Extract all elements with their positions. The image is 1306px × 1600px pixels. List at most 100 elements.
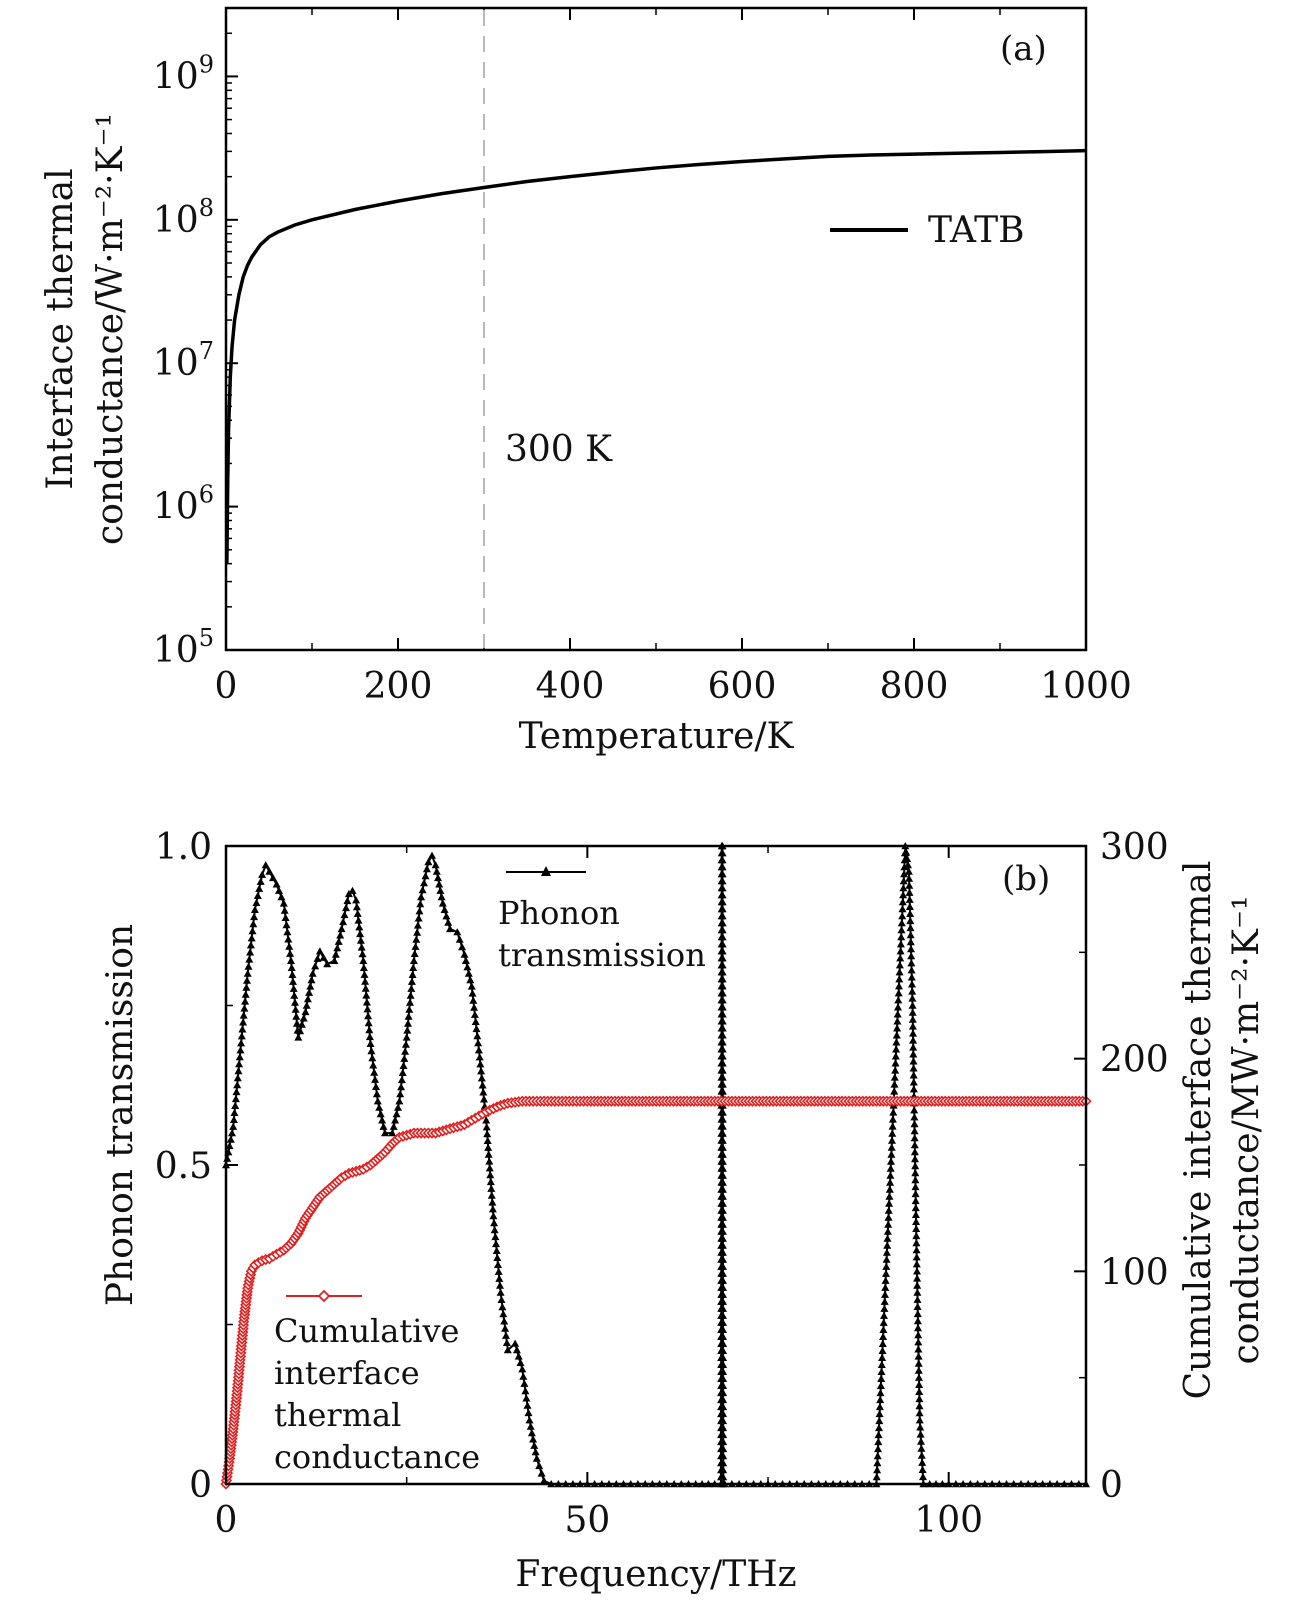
reference-line-label: 300 K xyxy=(505,429,613,470)
transmission-point xyxy=(486,1177,495,1186)
transmission-point xyxy=(718,863,727,871)
transmission-point xyxy=(519,1372,528,1380)
transmission-point xyxy=(881,1283,890,1291)
transmission-point xyxy=(532,1454,541,1462)
transmission-point xyxy=(910,1141,919,1149)
transmission-point xyxy=(398,1068,407,1076)
panel-a-label: (a) xyxy=(1000,29,1047,69)
transmission-point xyxy=(372,1082,380,1090)
transmission-point xyxy=(287,956,295,964)
transmission-point xyxy=(473,1032,482,1040)
transmission-point xyxy=(258,870,267,878)
transmission-point xyxy=(479,1088,488,1096)
transmission-point xyxy=(379,1122,388,1130)
transmission-point xyxy=(229,1115,238,1123)
transmission-point xyxy=(910,1106,919,1114)
transmission-point xyxy=(909,1064,918,1072)
transmission-point xyxy=(411,942,420,950)
transmission-point xyxy=(250,912,259,921)
transmission-point xyxy=(908,1008,917,1016)
transmission-point xyxy=(718,1171,727,1179)
transmission-point xyxy=(900,870,909,878)
panel-a-x-tick-labels: 0 200 400 600 800 1000 xyxy=(215,666,1132,707)
transmission-point xyxy=(435,880,444,888)
legend-cumulative-marker xyxy=(317,1289,331,1303)
transmission-point xyxy=(916,1430,925,1438)
transmission-point xyxy=(718,891,727,899)
transmission-point xyxy=(911,1182,920,1191)
transmission-point xyxy=(891,1052,900,1060)
transmission-point xyxy=(718,1164,727,1172)
transmission-point xyxy=(495,1274,504,1282)
transmission-point xyxy=(488,1198,497,1206)
transmission-point xyxy=(719,1444,728,1453)
transmission-point xyxy=(415,907,424,915)
transmission-point xyxy=(361,977,370,985)
transmission-point xyxy=(475,1053,484,1061)
transmission-point xyxy=(898,898,907,906)
transmission-point xyxy=(888,1136,896,1144)
transmission-point xyxy=(343,896,352,905)
transmission-point xyxy=(496,1281,504,1289)
transmission-point xyxy=(912,1260,921,1268)
transmission-point xyxy=(416,900,425,908)
transmission-point xyxy=(718,1115,727,1123)
legend-cumulative-label-line1: Cumulative xyxy=(274,1312,459,1350)
transmission-point xyxy=(718,1031,727,1039)
transmission-point xyxy=(882,1248,891,1256)
transmission-point xyxy=(388,1129,397,1137)
transmission-point xyxy=(719,1311,727,1319)
transmission-point xyxy=(876,1395,885,1404)
transmission-point xyxy=(718,1059,727,1067)
transmission-point xyxy=(496,1288,505,1296)
transmission-point xyxy=(719,1318,727,1326)
transmission-point xyxy=(718,1220,727,1228)
transmission-point xyxy=(892,1045,901,1053)
panel-b-frame xyxy=(224,844,1088,1486)
transmission-point xyxy=(399,1061,408,1069)
transmission-point xyxy=(909,1050,918,1058)
x-tick-label: 0 xyxy=(215,1500,238,1541)
transmission-point xyxy=(718,996,727,1004)
transmission-point xyxy=(913,1295,922,1303)
transmission-point xyxy=(876,1388,885,1397)
transmission-point xyxy=(909,1036,918,1044)
transmission-point xyxy=(904,867,913,875)
transmission-point xyxy=(422,865,431,873)
transmission-point xyxy=(368,1054,377,1062)
transmission-point xyxy=(904,861,912,869)
transmission-point xyxy=(718,1087,727,1095)
transmission-point xyxy=(467,982,476,990)
transmission-point xyxy=(915,1380,924,1388)
transmission-point xyxy=(237,1032,246,1040)
transmission-point xyxy=(887,1157,895,1165)
transmission-point xyxy=(246,948,255,956)
transmission-point xyxy=(397,1075,406,1084)
transmission-point xyxy=(911,1196,920,1205)
transmission-point xyxy=(307,976,316,984)
transmission-point xyxy=(401,1040,410,1048)
transmission-point xyxy=(352,896,361,904)
x-tick-label: 800 xyxy=(880,666,949,707)
transmission-point xyxy=(907,945,915,953)
transmission-point xyxy=(891,1059,900,1067)
transmission-point xyxy=(502,1338,511,1346)
transmission-point xyxy=(294,1033,303,1041)
transmission-point xyxy=(339,917,348,926)
transmission-point xyxy=(898,912,907,920)
transmission-point xyxy=(910,1148,919,1156)
transmission-point xyxy=(468,989,477,997)
transmission-point xyxy=(409,963,418,971)
transmission-point xyxy=(718,1045,727,1053)
transmission-point xyxy=(360,970,369,978)
transmission-point xyxy=(488,1205,497,1213)
transmission-point xyxy=(915,1416,924,1424)
transmission-point xyxy=(279,899,288,907)
transmission-point xyxy=(896,947,905,955)
transmission-point xyxy=(894,996,903,1004)
y-axis-label-line2: conductance/W·m⁻²·K⁻¹ xyxy=(90,113,131,545)
transmission-point xyxy=(397,1083,406,1091)
x-tick-label: 1000 xyxy=(1040,666,1132,707)
transmission-point xyxy=(912,1253,921,1261)
transmission-point xyxy=(718,1192,727,1200)
